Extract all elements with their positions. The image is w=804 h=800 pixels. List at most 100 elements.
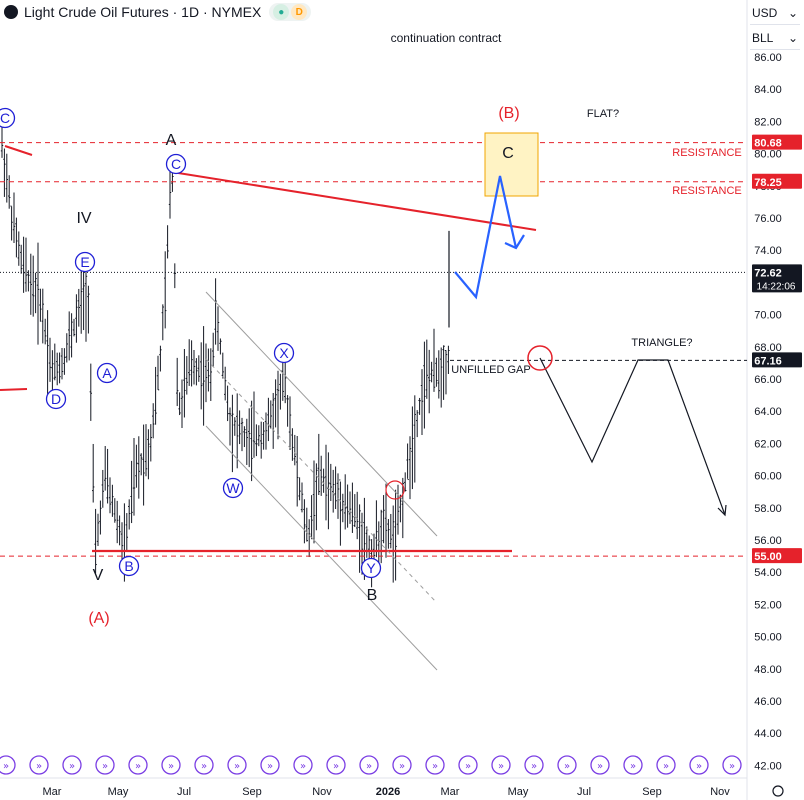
trendline-fragment <box>4 145 33 156</box>
replay-marker-icon <box>491 755 511 775</box>
price-tag-label: 78.25 <box>754 177 782 189</box>
price-tick-label: 56.00 <box>754 535 782 547</box>
wave-circle-label: C <box>171 156 181 172</box>
time-tick-label: Mar <box>441 786 460 798</box>
price-tick-label: 80.00 <box>754 149 782 161</box>
trendline-fragment <box>0 388 28 391</box>
wave-circle <box>45 388 67 410</box>
replay-arrow-icon: » <box>696 761 702 772</box>
triangle-scenario-path <box>539 357 726 516</box>
replay-marker-icon <box>62 755 82 775</box>
time-tick-label: May <box>508 786 529 798</box>
channel-upper <box>205 291 438 537</box>
currency-select[interactable]: USD ⌄ <box>750 2 800 25</box>
replay-arrow-icon: » <box>465 761 471 772</box>
price-tick-label: 62.00 <box>754 438 782 450</box>
wave-circle <box>273 342 295 364</box>
price-tag-label: 67.16 <box>754 355 782 367</box>
wave-circle-label: W <box>226 480 240 496</box>
time-tick-label: Nov <box>312 786 332 798</box>
price-tick-label: 46.00 <box>754 696 782 708</box>
time-tick-label: Sep <box>642 786 662 798</box>
wave-A-label: A <box>166 132 177 149</box>
price-tag <box>752 264 802 293</box>
wave-circle-label: E <box>80 254 89 270</box>
wave-circle-label: C <box>0 110 10 126</box>
wave-B-red-label: (B) <box>498 105 519 122</box>
replay-marker-icon <box>359 755 379 775</box>
replay-arrow-icon: » <box>564 761 570 772</box>
wave-C-label: C <box>502 145 514 162</box>
price-tag <box>752 134 802 150</box>
wave-circle <box>0 107 16 129</box>
price-tick-label: 84.00 <box>754 84 782 96</box>
replay-marker-icon <box>194 755 214 775</box>
price-tick-label: 58.00 <box>754 503 782 515</box>
wave-circle-label: X <box>279 345 289 361</box>
time-tick-label: May <box>108 786 129 798</box>
replay-arrow-icon: » <box>234 761 240 772</box>
gap-circle <box>527 345 553 371</box>
replay-arrow-icon: » <box>498 761 504 772</box>
wave-circle <box>118 555 140 577</box>
replay-marker-icon <box>293 755 313 775</box>
currency-label: USD <box>752 6 778 20</box>
replay-arrow-icon: » <box>729 761 735 772</box>
price-bars <box>0 117 450 588</box>
replay-arrow-icon: » <box>531 761 537 772</box>
price-tick-label: 50.00 <box>754 632 782 644</box>
replay-marker-icon <box>0 755 16 775</box>
price-tag-label: 72.62 <box>754 267 782 279</box>
status-badges: ● D <box>269 3 312 21</box>
wave-circle-label: D <box>51 391 61 407</box>
time-tick-label: Mar <box>43 786 62 798</box>
time-tick-label: Nov <box>710 786 730 798</box>
replay-arrow-icon: » <box>168 761 174 772</box>
wave-circle-label: Y <box>366 560 376 576</box>
replay-arrow-icon: » <box>366 761 372 772</box>
unit-select[interactable]: BLL ⌄ <box>750 27 800 50</box>
level-lines <box>0 142 747 557</box>
price-tick-label: 76.00 <box>754 213 782 225</box>
scale-controls: USD ⌄ BLL ⌄ <box>746 0 804 52</box>
replay-marker-icon <box>524 755 544 775</box>
replay-arrow-icon: » <box>201 761 207 772</box>
price-tick-label: 66.00 <box>754 374 782 386</box>
replay-arrow-icon: » <box>300 761 306 772</box>
time-axis[interactable]: Mar May Jul Sep Nov 2026 Mar May Jul Sep Nov <box>43 785 784 798</box>
triangle-label: TRIANGLE? <box>631 337 692 349</box>
replay-marker-icon <box>260 755 280 775</box>
price-tag <box>752 173 802 189</box>
resistance-label: RESISTANCE <box>672 185 741 197</box>
symbol-title[interactable]: Light Crude Oil Futures · 1D · NYMEX <box>24 4 262 20</box>
chart-header: Light Crude Oil Futures · 1D · NYMEX ● D <box>0 0 312 24</box>
price-tick-label: 70.00 <box>754 310 782 322</box>
price-tick-label: 52.00 <box>754 599 782 611</box>
replay-marker-icon <box>689 755 709 775</box>
price-axis[interactable]: 86.0084.0082.0080.0078.0076.0074.0072.00… <box>754 52 782 772</box>
replay-arrow-icon: » <box>399 761 405 772</box>
replay-marker-icon <box>722 755 742 775</box>
replay-marker-icon <box>161 755 181 775</box>
chevron-down-icon: ⌄ <box>787 31 798 45</box>
replay-marker-icon <box>95 755 115 775</box>
replay-marker-icon <box>590 755 610 775</box>
replay-arrow-icon: » <box>267 761 273 772</box>
replay-row[interactable]: » » » » » » » » » » » » » » » » » » » » » » » <box>0 755 742 775</box>
replay-arrow-icon: » <box>69 761 75 772</box>
wave-circle <box>74 251 96 273</box>
time-tick-label: Jul <box>577 786 591 798</box>
price-tick-label: 86.00 <box>754 52 782 64</box>
replay-arrow-icon: » <box>597 761 603 772</box>
wave-labels: continuation contract (B) (A) FLAT? TRIANGLE… <box>0 31 742 627</box>
triangle-arrowhead <box>717 504 727 517</box>
price-tick-label: 74.00 <box>754 245 782 257</box>
time-tick-label: 2026 <box>376 786 400 798</box>
market-status-icon: ● <box>273 4 290 20</box>
time-tick-label: Jul <box>177 786 191 798</box>
wave-circle <box>360 557 382 579</box>
replay-arrow-icon: » <box>630 761 636 772</box>
wave-circle-label: B <box>124 558 133 574</box>
replay-arrow-icon: » <box>3 761 9 772</box>
